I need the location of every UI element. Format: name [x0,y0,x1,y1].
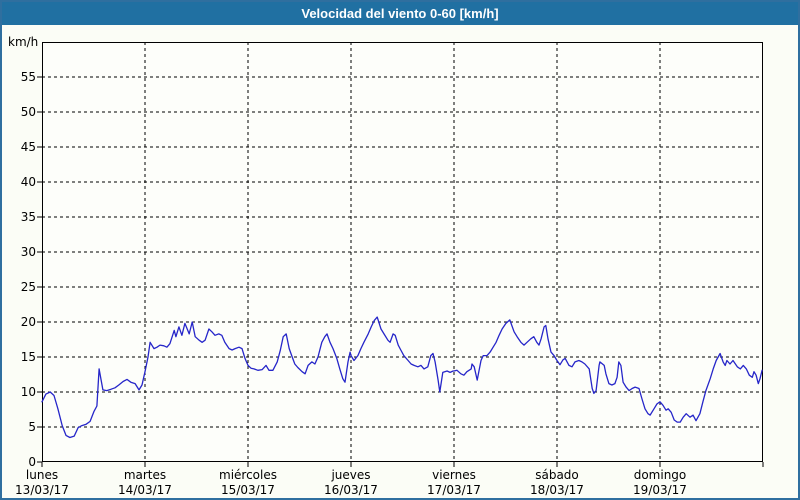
x-day-label: miércoles [219,468,277,482]
y-tick-label: 55 [20,70,36,84]
y-tick-label: 20 [20,315,36,329]
y-tick-label: 45 [20,140,36,154]
x-day-label: domingo [633,468,687,482]
x-date-label: 14/03/17 [118,483,172,497]
x-date-label: 19/03/17 [633,483,687,497]
y-tick-label: 30 [20,245,36,259]
x-day-label: lunes [25,468,59,482]
y-tick-label: 40 [20,175,36,189]
y-axis-unit-label: km/h [8,35,39,49]
x-day-label: viernes [432,468,476,482]
x-day-label: jueves [331,468,371,482]
y-tick-label: 10 [20,385,36,399]
chart-title: Velocidad del viento 0-60 [km/h] [2,2,798,25]
x-date-label: 15/03/17 [221,483,275,497]
x-date-label: 18/03/17 [530,483,584,497]
x-day-label: sábado [535,468,579,482]
x-day-label: martes [123,468,167,482]
y-tick-label: 15 [20,350,36,364]
x-date-label: 16/03/17 [324,483,378,497]
y-tick-label: 0 [28,455,36,469]
y-tick-label: 50 [20,105,36,119]
y-tick-label: 25 [20,280,36,294]
y-tick-label: 35 [20,210,36,224]
x-date-label: 17/03/17 [427,483,481,497]
x-date-label: 13/03/17 [15,483,69,497]
y-tick-label: 5 [28,420,36,434]
wind-speed-plot [37,42,764,467]
